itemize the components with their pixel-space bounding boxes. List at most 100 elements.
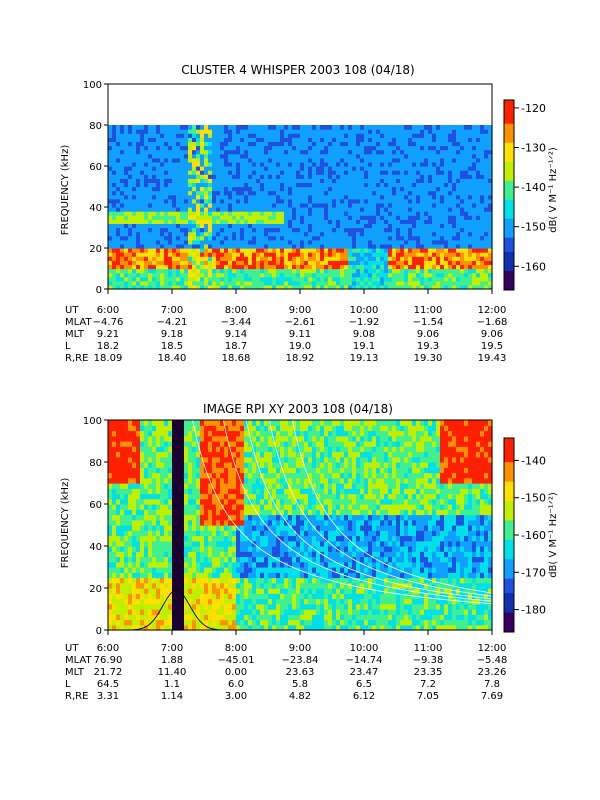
spectrogram-cell	[420, 219, 425, 224]
spectrogram-cell	[276, 174, 281, 179]
spectrogram-cell	[124, 588, 129, 594]
spectrogram-cell	[360, 178, 365, 183]
spectrogram-cell	[124, 264, 129, 270]
spectrogram-cell	[432, 145, 437, 151]
spectrogram-cell	[128, 215, 133, 220]
spectrogram-cell	[140, 235, 145, 241]
spectrogram-cell	[240, 145, 245, 151]
spectrogram-cell	[316, 211, 321, 216]
spectrogram-cell	[372, 133, 377, 138]
spectrogram-cell	[168, 211, 173, 216]
spectrogram-cell	[108, 153, 113, 159]
spectrogram-cell	[164, 202, 169, 208]
spectrogram-cell	[256, 272, 261, 278]
spectrogram-cell	[164, 530, 169, 537]
spectrogram-cell	[164, 133, 169, 138]
spectrogram-cell	[156, 462, 161, 468]
spectrogram-cell	[352, 133, 357, 138]
spectrogram-cell	[412, 161, 417, 167]
spectrogram-cell	[444, 211, 449, 216]
spectrogram-cell	[288, 125, 293, 130]
spectrogram-cell	[120, 268, 125, 274]
spectrogram-cell	[244, 145, 249, 151]
spectrogram-cell	[432, 182, 437, 188]
spectrogram-cell	[376, 268, 381, 274]
spectrogram-cell	[156, 425, 161, 432]
spectrogram-cell	[356, 198, 361, 204]
spectrogram-cell	[452, 174, 457, 179]
spectrogram-cell	[140, 239, 145, 245]
spectrogram-cell	[120, 149, 125, 155]
spectrogram-cell	[132, 451, 137, 458]
spectrogram-cell	[476, 149, 481, 155]
spectrogram-cell	[356, 223, 361, 229]
spectrogram-cell	[336, 223, 341, 229]
spectrogram-cell	[476, 223, 481, 229]
spectrogram-cell	[196, 198, 201, 204]
spectrogram-cell	[112, 425, 117, 432]
spectrogram-cell	[116, 284, 121, 290]
spectrogram-cell	[292, 129, 297, 134]
spectrogram-cell	[252, 211, 257, 216]
spectrogram-cell	[400, 243, 405, 249]
table-cell: 18.92	[286, 353, 315, 364]
spectrogram-cell	[400, 276, 405, 282]
spectrogram-cell	[412, 149, 417, 155]
spectrogram-cell	[396, 145, 401, 151]
spectrogram-cell	[392, 223, 397, 229]
colorbar-segment	[504, 266, 514, 272]
spectrogram-cell	[372, 260, 377, 265]
spectrogram-cell	[360, 272, 365, 278]
spectrogram-cell	[456, 243, 461, 249]
spectrogram-cell	[168, 598, 173, 605]
spectrogram-cell	[164, 161, 169, 167]
spectrogram-cell	[152, 243, 157, 249]
spectrogram-cell	[128, 256, 133, 261]
spectrogram-cell	[344, 223, 349, 229]
spectrogram-cell	[488, 248, 493, 253]
spectrogram-cell	[408, 256, 413, 261]
spectrogram-cell	[476, 145, 481, 151]
spectrogram-cell	[460, 268, 465, 274]
spectrogram-cell	[392, 227, 397, 233]
spectrogram-cell	[172, 451, 177, 458]
spectrogram-cell	[396, 194, 401, 200]
spectrogram-cell	[128, 190, 133, 196]
spectrogram-cell	[144, 488, 149, 495]
spectrogram-cell	[332, 243, 337, 249]
spectrogram-cell	[120, 280, 125, 286]
spectrogram-cell	[468, 170, 473, 175]
spectrogram-cell	[252, 198, 257, 204]
spectrogram-cell	[252, 227, 257, 233]
spectrogram-cell	[184, 157, 189, 163]
spectrogram-cell	[136, 472, 141, 479]
spectrogram-cell	[240, 272, 245, 278]
spectrogram-cell	[228, 161, 233, 167]
spectrogram-cell	[204, 567, 209, 573]
spectrogram-cell	[296, 161, 301, 167]
spectrogram-cell	[476, 153, 481, 159]
spectrogram-cell	[432, 157, 437, 163]
spectrogram-cell	[412, 235, 417, 241]
spectrogram-cell	[164, 194, 169, 200]
spectrogram-cell	[480, 157, 485, 163]
spectrogram-cell	[460, 202, 465, 208]
spectrogram-cell	[124, 276, 129, 282]
spectrogram-cell	[164, 525, 169, 531]
spectrogram-cell	[380, 174, 385, 179]
spectrogram-cell	[120, 157, 125, 163]
spectrogram-cell	[144, 182, 149, 188]
spectrogram-cell	[440, 231, 445, 237]
spectrogram-cell	[476, 161, 481, 167]
spectrogram-cell	[120, 194, 125, 200]
spectrogram-cell	[416, 207, 421, 212]
spectrogram-cell	[144, 157, 149, 163]
spectrogram-cell	[108, 456, 113, 463]
spectrogram-cell	[232, 194, 237, 200]
spectrogram-cell	[208, 567, 213, 573]
spectrogram-cell	[440, 161, 445, 167]
spectrogram-cell	[412, 243, 417, 249]
spectrogram-cell	[172, 252, 177, 257]
spectrogram-cell	[364, 149, 369, 155]
spectrogram-cell	[308, 141, 313, 147]
